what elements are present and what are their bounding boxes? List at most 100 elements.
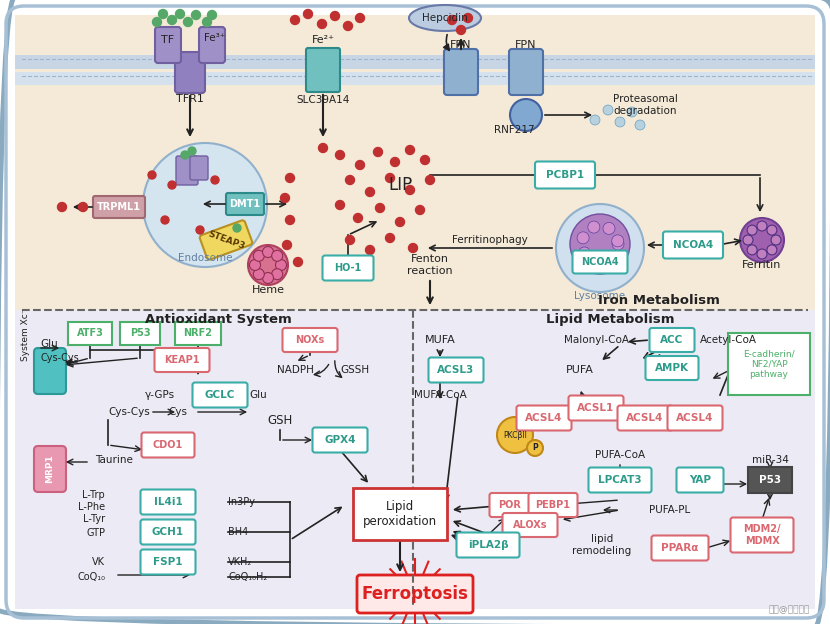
FancyBboxPatch shape: [155, 27, 181, 63]
Text: VK: VK: [92, 557, 105, 567]
Text: FSP1: FSP1: [154, 557, 183, 567]
Circle shape: [290, 16, 300, 24]
Text: PUFA-CoA: PUFA-CoA: [595, 450, 645, 460]
FancyBboxPatch shape: [190, 156, 208, 180]
Circle shape: [345, 235, 354, 245]
Text: STEAP3: STEAP3: [206, 229, 246, 251]
Circle shape: [390, 157, 399, 167]
FancyBboxPatch shape: [323, 255, 374, 281]
Bar: [15, 55, 815, 69]
Text: L-Tyr: L-Tyr: [83, 514, 105, 524]
Circle shape: [57, 203, 66, 212]
Text: ACSL4: ACSL4: [525, 413, 563, 423]
FancyBboxPatch shape: [457, 532, 520, 557]
FancyBboxPatch shape: [176, 156, 198, 185]
Text: HO-1: HO-1: [334, 263, 362, 273]
Text: Taurine: Taurine: [95, 455, 133, 465]
Circle shape: [406, 145, 414, 155]
Text: SLC39A14: SLC39A14: [296, 95, 349, 105]
Circle shape: [615, 117, 625, 127]
Circle shape: [757, 221, 767, 231]
Circle shape: [248, 245, 288, 285]
Circle shape: [250, 260, 261, 270]
FancyBboxPatch shape: [490, 493, 530, 517]
Circle shape: [603, 105, 613, 115]
Circle shape: [79, 203, 87, 212]
Text: ACSL4: ACSL4: [627, 413, 664, 423]
Text: RNF217: RNF217: [494, 125, 535, 135]
Text: ACC: ACC: [661, 335, 684, 345]
Circle shape: [771, 235, 781, 245]
FancyBboxPatch shape: [141, 432, 194, 457]
Text: TF: TF: [162, 35, 174, 45]
Circle shape: [497, 417, 533, 453]
Text: LPCAT3: LPCAT3: [598, 475, 642, 485]
Text: Lipid
peroxidation: Lipid peroxidation: [363, 500, 437, 528]
Circle shape: [175, 9, 184, 19]
FancyBboxPatch shape: [199, 27, 225, 63]
Circle shape: [612, 238, 624, 250]
Text: Glu: Glu: [249, 390, 267, 400]
Circle shape: [153, 17, 162, 26]
FancyBboxPatch shape: [646, 356, 699, 380]
Text: CDO1: CDO1: [153, 440, 183, 450]
Circle shape: [406, 185, 414, 195]
Text: Acetyl-CoA: Acetyl-CoA: [700, 335, 757, 345]
FancyBboxPatch shape: [140, 489, 196, 515]
FancyBboxPatch shape: [175, 52, 205, 93]
Circle shape: [365, 245, 374, 255]
Circle shape: [294, 258, 302, 266]
Text: ALOXs: ALOXs: [513, 520, 547, 530]
FancyBboxPatch shape: [193, 383, 247, 407]
Bar: [15, 72, 815, 85]
Text: GSSH: GSSH: [340, 365, 369, 375]
Circle shape: [421, 155, 429, 165]
Circle shape: [355, 160, 364, 170]
Circle shape: [211, 176, 219, 184]
Circle shape: [579, 247, 590, 259]
Circle shape: [344, 21, 353, 31]
FancyBboxPatch shape: [68, 321, 112, 344]
FancyBboxPatch shape: [200, 220, 252, 260]
Circle shape: [161, 216, 169, 224]
Circle shape: [282, 240, 291, 250]
Circle shape: [747, 225, 757, 235]
Text: MDM2/
MDMX: MDM2/ MDMX: [743, 524, 781, 546]
Text: In3Py: In3Py: [228, 497, 255, 507]
Circle shape: [606, 252, 618, 264]
FancyBboxPatch shape: [140, 550, 196, 575]
Circle shape: [588, 221, 600, 233]
Text: Endosome: Endosome: [178, 253, 232, 263]
FancyBboxPatch shape: [730, 517, 793, 552]
Text: PKCβII: PKCβII: [503, 431, 527, 439]
Circle shape: [385, 173, 394, 182]
Circle shape: [627, 107, 637, 117]
Text: Fenton
reaction: Fenton reaction: [408, 254, 453, 276]
Circle shape: [262, 273, 274, 283]
FancyBboxPatch shape: [34, 348, 66, 394]
FancyBboxPatch shape: [529, 493, 578, 517]
Circle shape: [385, 233, 394, 243]
Text: L-Phe: L-Phe: [78, 502, 105, 512]
Text: GCLC: GCLC: [205, 390, 235, 400]
Text: Lipid Metabolism: Lipid Metabolism: [546, 313, 674, 326]
Text: Cys-Cys: Cys-Cys: [40, 353, 79, 363]
FancyBboxPatch shape: [502, 513, 558, 537]
Text: PEBP1: PEBP1: [535, 500, 570, 510]
Text: GCH1: GCH1: [152, 527, 184, 537]
Text: AMPK: AMPK: [655, 363, 689, 373]
FancyBboxPatch shape: [226, 193, 264, 215]
Text: System Xc⁻: System Xc⁻: [21, 309, 30, 361]
Text: LIP: LIP: [388, 176, 413, 194]
FancyBboxPatch shape: [93, 196, 145, 218]
Text: NRF2: NRF2: [183, 328, 212, 338]
Circle shape: [319, 144, 328, 152]
Circle shape: [447, 16, 456, 24]
FancyBboxPatch shape: [175, 321, 221, 344]
Text: POR: POR: [499, 500, 521, 510]
Circle shape: [181, 151, 189, 159]
FancyBboxPatch shape: [650, 328, 695, 352]
Text: Malonyl-CoA: Malonyl-CoA: [564, 335, 629, 345]
Circle shape: [148, 171, 156, 179]
Circle shape: [408, 243, 417, 253]
